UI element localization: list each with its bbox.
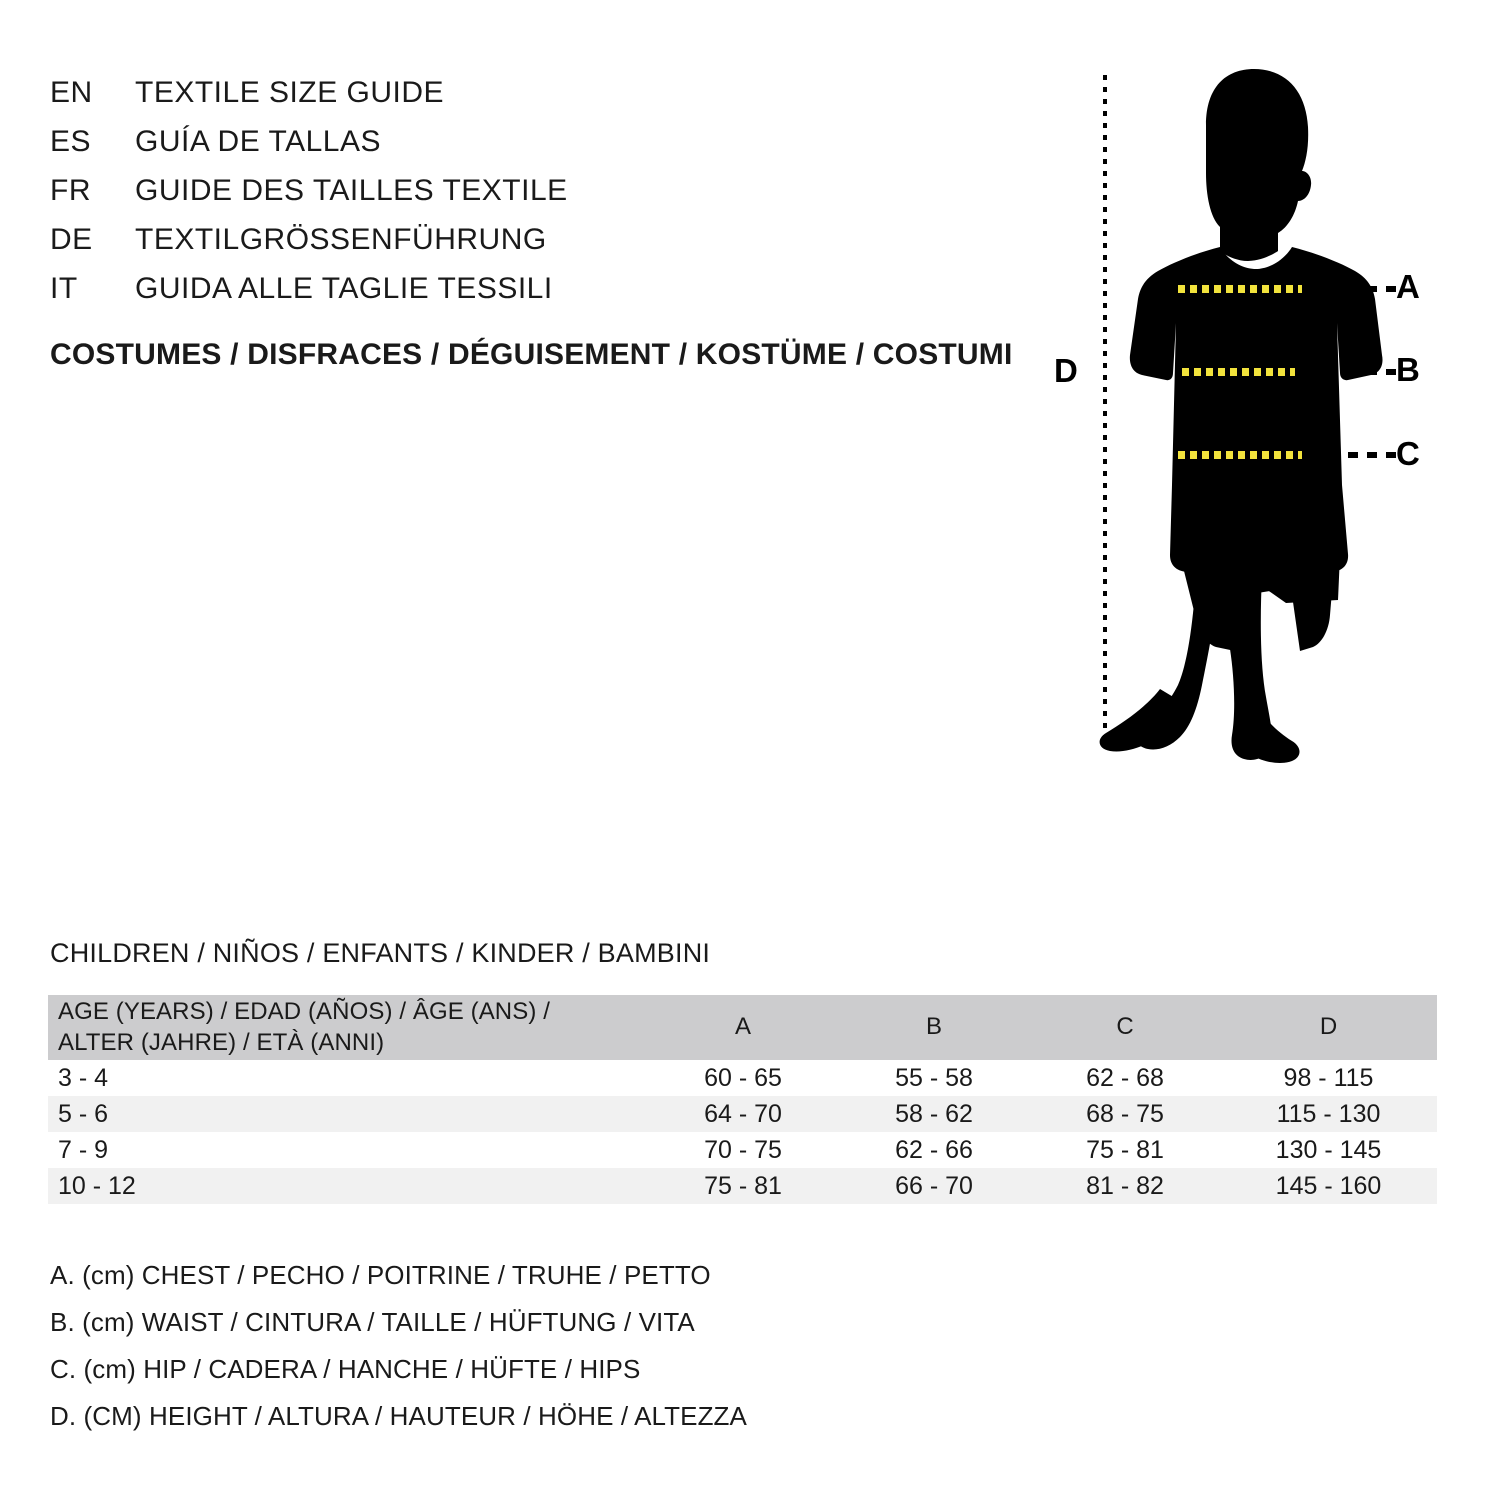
language-text-it: GUIDA ALLE TAGLIE TESSILI [135,272,553,305]
cell-d: 98 - 115 [1283,1063,1374,1092]
measure-label-c: C [1396,435,1420,472]
column-header-d: D [1319,1013,1338,1041]
measure-label-d: D [1054,352,1078,389]
language-code-en: EN [50,76,93,109]
legend-row-c: C. (cm) HIP / CADERA / HANCHE / HÜFTE / … [50,1354,641,1384]
measure-label-b: B [1396,351,1420,388]
table-row: 7 - 9 70 - 75 62 - 66 75 - 81 130 - 145 [48,1132,1437,1168]
language-row-de: DE TEXTILGRÖSSENFÜHRUNG [50,223,670,272]
cell-b: 66 - 70 [895,1171,973,1200]
cell-a: 70 - 75 [704,1135,782,1164]
table-header: AGE (YEARS) / EDAD (AÑOS) / ÂGE (ANS) / … [48,995,1437,1060]
table-row: 5 - 6 64 - 70 58 - 62 68 - 75 115 - 130 [48,1096,1437,1132]
cell-a: 64 - 70 [704,1099,782,1128]
cell-c: 62 - 68 [1086,1063,1164,1092]
language-text-de: TEXTILGRÖSSENFÜHRUNG [135,223,547,256]
language-text-es: GUÍA DE TALLAS [135,125,381,158]
cell-d: 145 - 160 [1275,1171,1382,1200]
column-header-c: C [1116,1013,1134,1041]
cell-age: 3 - 4 [58,1063,109,1092]
language-code-de: DE [50,223,93,256]
cell-c: 75 - 81 [1086,1135,1164,1164]
costumes-subtitle: COSTUMES / DISFRACES / DÉGUISEMENT / KOS… [50,338,1013,371]
cell-b: 55 - 58 [895,1063,973,1092]
legend-row-a: A. (cm) CHEST / PECHO / POITRINE / TRUHE… [50,1260,711,1290]
cell-age: 5 - 6 [58,1099,109,1128]
language-text-fr: GUIDE DES TAILLES TEXTILE [135,174,568,207]
table-header-row: AGE (YEARS) / EDAD (AÑOS) / ÂGE (ANS) / … [48,995,1437,1060]
measurement-legend: A. (cm) CHEST / PECHO / POITRINE / TRUHE… [50,1252,950,1440]
age-header-line-1: AGE (YEARS) / EDAD (AÑOS) / ÂGE (ANS) / [58,997,550,1025]
language-code-fr: FR [50,174,91,207]
measure-label-a: A [1396,268,1420,305]
cell-age: 10 - 12 [58,1171,136,1200]
age-header-line-2: ALTER (JAHRE) / ETÀ (ANNI) [58,1028,385,1056]
language-code-es: ES [50,125,92,158]
legend-row-d: D. (CM) HEIGHT / ALTURA / HAUTEUR / HÖHE… [50,1401,747,1431]
cell-a: 60 - 65 [704,1063,782,1092]
size-table: AGE (YEARS) / EDAD (AÑOS) / ÂGE (ANS) / … [48,995,1437,1204]
language-code-it: IT [50,272,78,305]
language-row-it: IT GUIDA ALLE TAGLIE TESSILI [50,272,670,321]
children-section-heading: CHILDREN / NIÑOS / ENFANTS / KINDER / BA… [50,938,711,968]
cell-d: 115 - 130 [1276,1099,1381,1128]
cell-age: 7 - 9 [58,1135,109,1164]
cell-d: 130 - 145 [1275,1135,1382,1164]
cell-a: 75 - 81 [704,1171,782,1200]
column-header-b: B [925,1013,942,1041]
cell-c: 81 - 82 [1086,1171,1164,1200]
cell-c: 68 - 75 [1086,1099,1164,1128]
language-row-en: EN TEXTILE SIZE GUIDE [50,76,670,125]
cell-b: 62 - 66 [895,1135,973,1164]
table-row: 10 - 12 75 - 81 66 - 70 81 - 82 145 - 16… [48,1168,1437,1204]
legend-row-b: B. (cm) WAIST / CINTURA / TAILLE / HÜFTU… [50,1307,695,1337]
column-header-a: A [734,1013,751,1041]
language-text-en: TEXTILE SIZE GUIDE [135,76,445,109]
column-header-age: AGE (YEARS) / EDAD (AÑOS) / ÂGE (ANS) / … [48,995,648,1060]
language-row-es: ES GUÍA DE TALLAS [50,125,670,174]
language-title-block: EN TEXTILE SIZE GUIDE ES GUÍA DE TALLAS … [50,76,670,321]
table-row: 3 - 4 60 - 65 55 - 58 62 - 68 98 - 115 [48,1060,1437,1096]
language-row-fr: FR GUIDE DES TAILLES TEXTILE [50,174,670,223]
child-silhouette [1099,69,1383,763]
table-body: 3 - 4 60 - 65 55 - 58 62 - 68 98 - 115 5… [48,1060,1437,1204]
cell-b: 58 - 62 [895,1099,973,1128]
body-silhouette-diagram [1030,55,1490,775]
